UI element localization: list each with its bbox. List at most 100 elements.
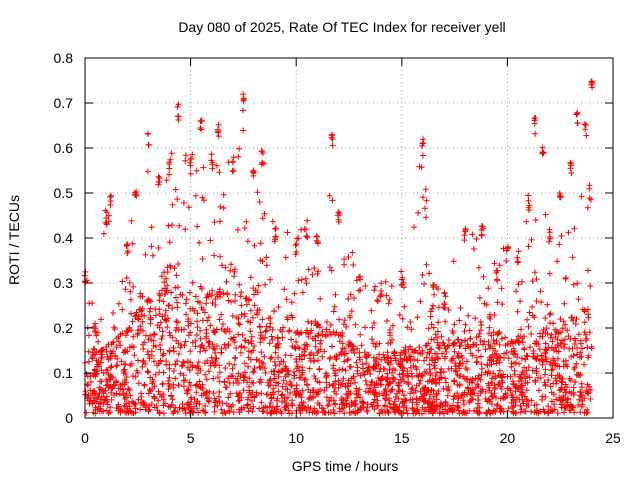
data-point (88, 379, 94, 385)
data-point (104, 353, 111, 360)
data-point (213, 326, 220, 333)
data-point (223, 278, 230, 285)
data-point (123, 275, 130, 281)
data-point (401, 402, 408, 409)
data-point (220, 191, 227, 198)
data-point (553, 328, 560, 335)
data-point (533, 370, 540, 377)
data-point (142, 406, 149, 413)
data-point (275, 354, 282, 361)
data-point (544, 301, 551, 308)
data-point (372, 283, 379, 290)
data-point (526, 309, 533, 316)
data-point (157, 342, 163, 348)
data-point (189, 279, 196, 286)
data-point (229, 365, 236, 372)
data-point (360, 400, 367, 406)
data-point (85, 392, 92, 399)
data-point (130, 333, 137, 340)
data-point (469, 379, 475, 386)
data-point (176, 404, 183, 411)
data-point (89, 354, 95, 361)
data-point (211, 252, 218, 259)
data-point (173, 318, 180, 325)
data-point (139, 363, 146, 370)
data-point (125, 385, 132, 392)
data-point (99, 346, 106, 353)
data-point (245, 394, 252, 401)
data-point (405, 381, 412, 388)
data-point (282, 254, 289, 261)
data-point (533, 298, 540, 304)
data-point (184, 390, 191, 397)
data-point (564, 396, 571, 403)
data-points (81, 78, 596, 417)
data-point (244, 401, 251, 408)
data-point (108, 396, 115, 403)
data-point (438, 374, 445, 381)
data-point (248, 349, 255, 356)
data-point (423, 354, 430, 361)
data-point (386, 379, 393, 386)
data-point (100, 230, 107, 237)
data-point (430, 324, 437, 331)
data-point (365, 389, 372, 396)
data-point (537, 288, 544, 295)
data-point (150, 337, 157, 344)
data-point (259, 364, 265, 371)
data-point (133, 312, 139, 319)
data-point (401, 303, 408, 310)
data-point (170, 344, 177, 351)
data-point (432, 375, 439, 382)
data-point (156, 324, 163, 331)
data-point (504, 392, 510, 398)
y-tick-label: 0.4 (54, 230, 74, 246)
data-point (458, 339, 465, 346)
data-point (263, 391, 270, 398)
data-point (259, 215, 266, 222)
data-point (297, 410, 304, 417)
data-point (293, 240, 300, 247)
data-point (267, 355, 274, 362)
data-point (159, 381, 166, 388)
data-point (344, 395, 351, 401)
data-point (168, 150, 175, 157)
data-point (473, 354, 480, 361)
data-point (245, 363, 252, 370)
data-point (165, 302, 172, 309)
data-point (361, 371, 368, 378)
data-point (147, 332, 153, 339)
data-point (491, 375, 498, 382)
data-point (116, 391, 123, 398)
data-point (493, 394, 499, 401)
data-point (309, 271, 316, 278)
data-point (330, 308, 337, 315)
data-point (529, 367, 536, 374)
data-point (229, 168, 236, 175)
data-point (348, 375, 355, 382)
data-point (274, 403, 281, 410)
data-point (517, 409, 524, 416)
data-point (173, 324, 180, 331)
data-point (194, 324, 201, 331)
data-point (295, 330, 302, 337)
data-point (548, 372, 555, 379)
data-point (461, 328, 468, 335)
data-point (465, 387, 472, 394)
data-point (200, 164, 207, 171)
data-point (551, 401, 558, 408)
data-point (273, 397, 280, 404)
data-point (187, 156, 194, 163)
data-point (526, 374, 533, 381)
data-point (535, 374, 542, 381)
data-point (259, 150, 266, 157)
data-point (181, 359, 188, 366)
data-point (435, 319, 442, 326)
data-point (430, 281, 436, 288)
data-point (299, 402, 306, 409)
data-point (335, 209, 342, 216)
data-point (129, 343, 135, 350)
data-point (326, 355, 333, 362)
data-point (540, 326, 547, 333)
data-point (403, 407, 410, 414)
